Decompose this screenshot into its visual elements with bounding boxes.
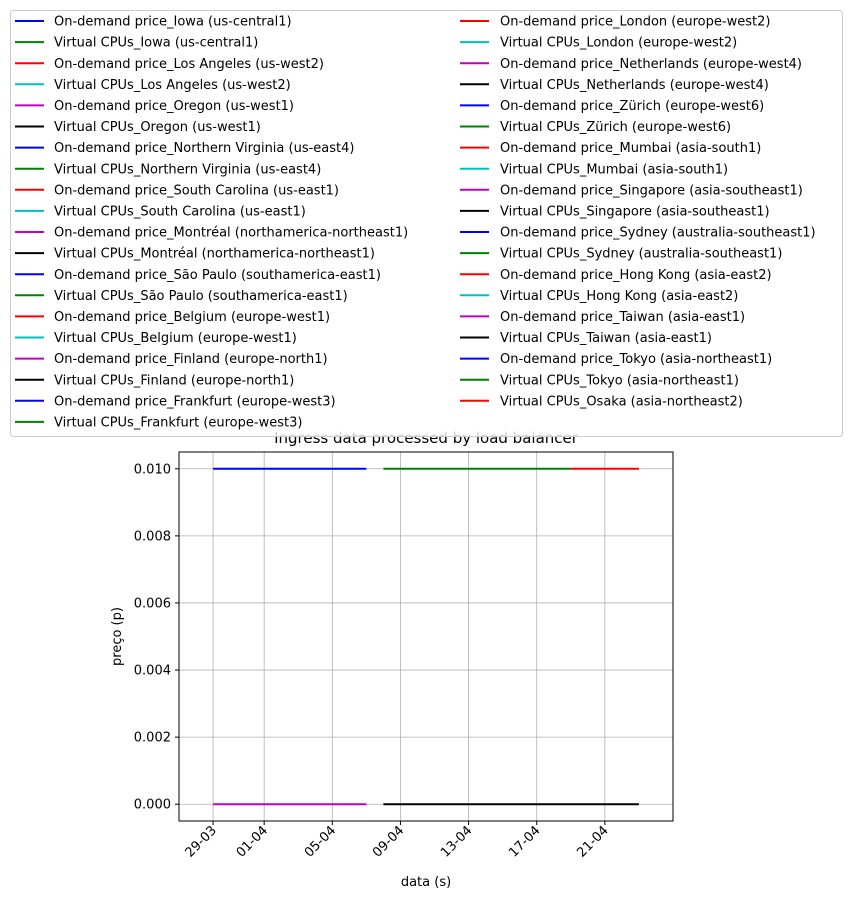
- legend-label: Virtual CPUs_Hong Kong (asia-east2): [500, 289, 738, 304]
- legend-label: Virtual CPUs_São Paulo (southamerica-eas…: [54, 289, 348, 304]
- legend-label: On-demand price_Los Angeles (us-west2): [54, 57, 324, 72]
- y-tick-label: 0.006: [134, 596, 171, 611]
- legend-label: On-demand price_Taiwan (asia-east1): [500, 310, 745, 325]
- legend-label: On-demand price_Belgium (europe-west1): [54, 310, 330, 325]
- x-axis-label: data (s): [401, 875, 451, 890]
- legend-label: On-demand price_Tokyo (asia-northeast1): [500, 352, 772, 367]
- legend-label: On-demand price_Singapore (asia-southeas…: [500, 183, 803, 198]
- legend-label: On-demand price_São Paulo (southamerica-…: [54, 268, 381, 283]
- legend-label: On-demand price_Northern Virginia (us-ea…: [54, 141, 354, 156]
- legend-label: On-demand price_Oregon (us-west1): [54, 99, 294, 114]
- legend-label: On-demand price_Finland (europe-north1): [54, 352, 328, 367]
- legend-label: On-demand price_London (europe-west2): [500, 15, 770, 30]
- legend-label: Virtual CPUs_Netherlands (europe-west4): [500, 78, 769, 93]
- legend-label: On-demand price_Frankfurt (europe-west3): [54, 394, 336, 409]
- legend-label: On-demand price_Netherlands (europe-west…: [500, 57, 802, 72]
- y-tick-label: 0.002: [134, 731, 171, 746]
- y-tick-label: 0.000: [134, 798, 171, 813]
- legend-label: On-demand price_Montréal (northamerica-n…: [54, 226, 408, 241]
- legend-label: On-demand price_Zürich (europe-west6): [500, 99, 764, 114]
- legend-label: On-demand price_Hong Kong (asia-east2): [500, 268, 772, 283]
- legend-label: Virtual CPUs_Mumbai (asia-south1): [500, 162, 728, 177]
- legend: On-demand price_Iowa (us-central1) Virtua…: [10, 10, 843, 437]
- legend-label: Virtual CPUs_Northern Virginia (us-east4…: [54, 162, 321, 177]
- legend-label: Virtual CPUs_Osaka (asia-northeast2): [500, 394, 743, 409]
- legend-label: Virtual CPUs_Frankfurt (europe-west3): [54, 416, 302, 431]
- y-axis-label: preço (p): [110, 607, 125, 666]
- legend-label: On-demand price_Iowa (us-central1): [54, 15, 292, 30]
- legend-label: Virtual CPUs_Oregon (us-west1): [54, 120, 261, 135]
- legend-label: Virtual CPUs_Taiwan (asia-east1): [500, 331, 712, 346]
- legend-label: On-demand price_South Carolina (us-east1…: [54, 183, 339, 198]
- legend-label: Virtual CPUs_Singapore (asia-southeast1): [500, 205, 770, 220]
- legend-label: Virtual CPUs_Iowa (us-central1): [54, 36, 258, 51]
- legend-label: On-demand price_Mumbai (asia-south1): [500, 141, 761, 156]
- legend-label: Virtual CPUs_London (europe-west2): [500, 36, 737, 51]
- legend-label: Virtual CPUs_Finland (europe-north1): [54, 373, 294, 388]
- legend-label: Virtual CPUs_South Carolina (us-east1): [54, 205, 306, 220]
- y-tick-label: 0.004: [134, 664, 171, 679]
- legend-label: Virtual CPUs_Tokyo (asia-northeast1): [500, 373, 739, 388]
- legend-box: [10, 10, 843, 437]
- legend-label: Virtual CPUs_Sydney (australia-southeast…: [500, 247, 782, 262]
- plot-frame: [178, 451, 674, 822]
- legend-label: Virtual CPUs_Montréal (northamerica-nort…: [54, 247, 375, 262]
- legend-label: Virtual CPUs_Los Angeles (us-west2): [54, 78, 291, 93]
- y-tick-label: 0.008: [134, 529, 171, 544]
- legend-label: Virtual CPUs_Zürich (europe-west6): [500, 120, 731, 135]
- legend-label: Virtual CPUs_Belgium (europe-west1): [54, 331, 297, 346]
- legend-label: On-demand price_Sydney (australia-southe…: [500, 226, 816, 241]
- y-tick-label: 0.010: [134, 462, 171, 477]
